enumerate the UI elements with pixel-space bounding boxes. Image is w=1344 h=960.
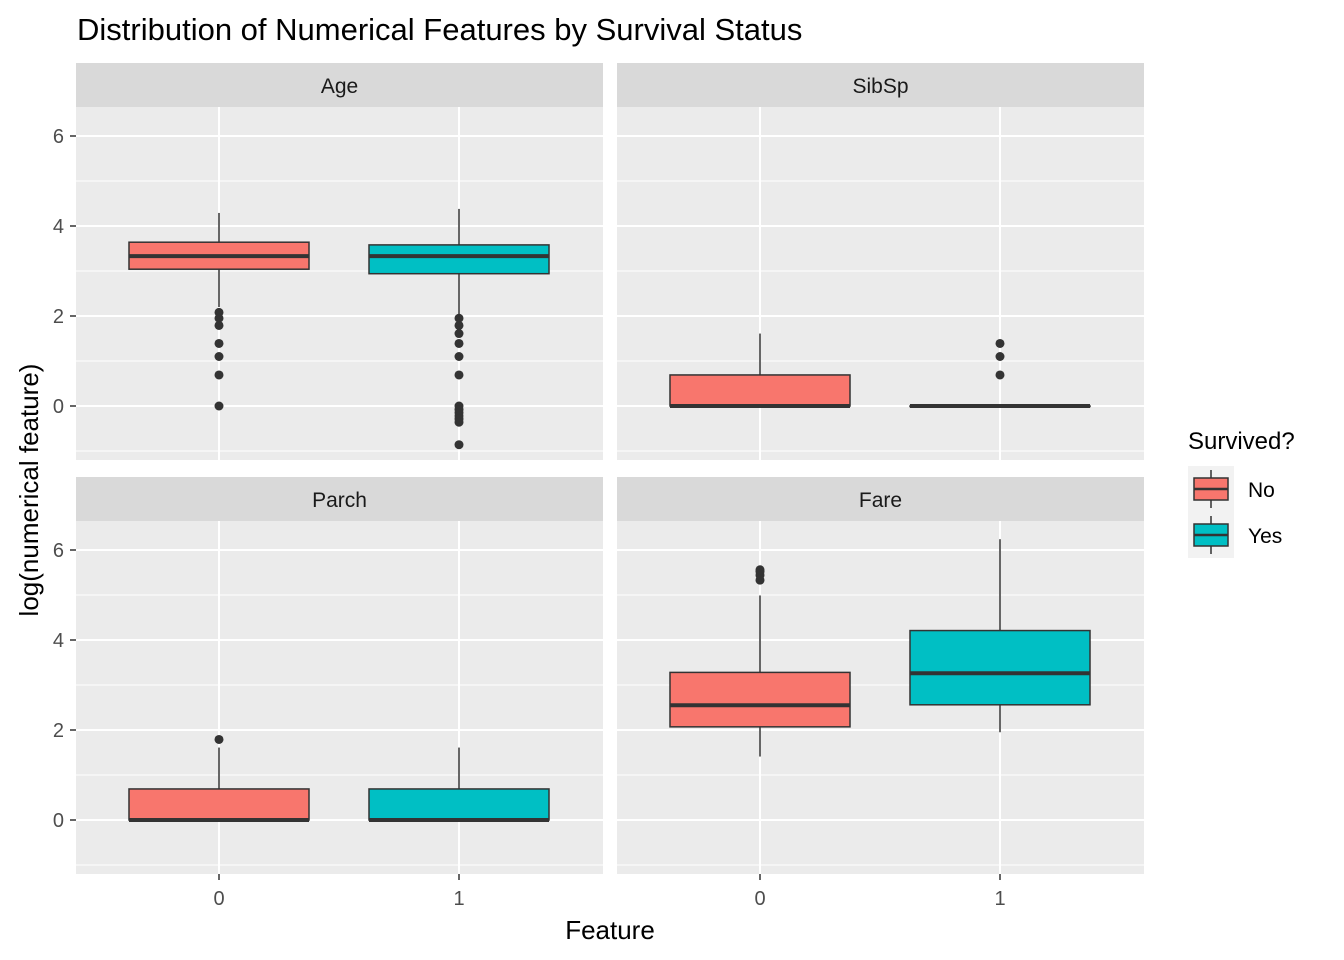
outlier-point [454, 313, 464, 323]
box-iqr [669, 671, 851, 728]
box-iqr [368, 244, 550, 275]
panel-background [76, 107, 603, 460]
outlier-point [995, 352, 1005, 361]
box-iqr [368, 788, 550, 821]
facet-age: Age 0 2 4 6 [53, 63, 603, 460]
y-tick-label: 6 [53, 540, 64, 562]
y-axis-title: log(numerical feature) [14, 364, 44, 617]
facet-strip [76, 477, 603, 521]
legend-key-no: No [1188, 466, 1275, 512]
legend-title: Survived? [1188, 428, 1295, 455]
outlier-point [755, 565, 765, 575]
outlier-point [454, 329, 464, 339]
box-iqr [909, 629, 1091, 706]
outlier-point [214, 320, 224, 330]
legend: Survived? No Yes [1188, 428, 1295, 558]
outlier-point [214, 313, 224, 323]
outlier-point [454, 417, 464, 427]
box-parch-no [128, 734, 310, 822]
outlier-point [454, 352, 464, 361]
box-iqr [128, 788, 310, 821]
outlier-point [454, 320, 464, 330]
x-tick-label: 0 [213, 888, 224, 910]
facet-panels: Age 0 2 4 6 SibSp Parch 0 2 4 6 0 1 Fare 0 1 [53, 63, 1144, 910]
facet-strip-label: Fare [859, 489, 902, 512]
chart-title: Distribution of Numerical Features by Su… [77, 12, 802, 47]
outlier-point [214, 338, 224, 348]
facet-strip [617, 63, 1144, 107]
box-sibsp-yes [909, 338, 1091, 408]
box-age-no [128, 212, 310, 411]
y-tick-label: 2 [53, 306, 64, 328]
legend-label: Yes [1248, 525, 1282, 548]
outlier-point [214, 734, 224, 744]
facet-fare: Fare 0 1 [617, 477, 1144, 910]
legend-key-yes: Yes [1188, 512, 1282, 558]
y-tick-label: 0 [53, 396, 64, 418]
y-tick-label: 4 [53, 216, 64, 238]
facet-strip-label: SibSp [852, 75, 908, 98]
outlier-point [995, 338, 1005, 348]
y-tick-label: 4 [53, 630, 64, 652]
box-fare-no [669, 565, 851, 757]
y-tick-label: 2 [53, 720, 64, 742]
outlier-point [214, 352, 224, 361]
y-tick-label: 6 [53, 126, 64, 148]
outlier-point [454, 440, 464, 450]
facet-sibsp: SibSp [617, 63, 1144, 460]
outlier-point [214, 370, 224, 380]
y-tick-label: 0 [53, 810, 64, 832]
x-tick-label: 1 [994, 888, 1005, 910]
outlier-point [454, 338, 464, 348]
legend-label: No [1248, 479, 1275, 502]
x-axis-title: Feature [565, 915, 655, 945]
outlier-point [454, 370, 464, 380]
x-tick-label: 0 [754, 888, 765, 910]
facet-strip-label: Age [321, 75, 358, 98]
box-parch-yes [368, 747, 550, 822]
box-age-yes [368, 208, 550, 450]
facet-strip [76, 63, 603, 107]
x-tick-label: 1 [453, 888, 464, 910]
box-iqr [669, 374, 851, 407]
box-fare-yes [909, 539, 1091, 733]
box-sibsp-no [669, 333, 851, 408]
facet-strip-label: Parch [312, 489, 367, 512]
facet-parch: Parch 0 2 4 6 0 1 [53, 477, 603, 910]
outlier-point [214, 401, 224, 411]
facet-strip [617, 477, 1144, 521]
outlier-point [995, 370, 1005, 380]
